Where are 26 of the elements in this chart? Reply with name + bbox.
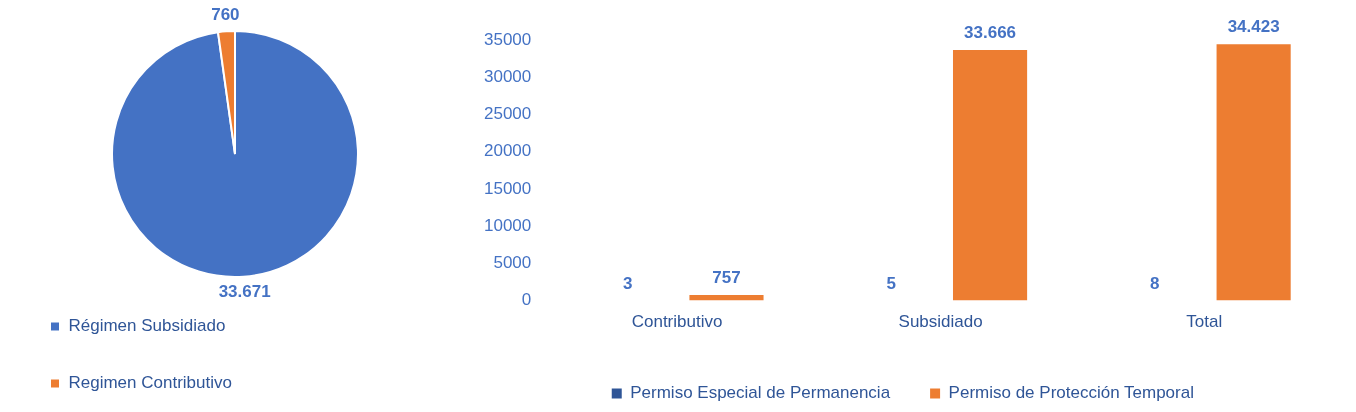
bar <box>1216 44 1291 301</box>
y-tick-label: 35000 <box>483 29 532 49</box>
data-label: 760 <box>211 5 240 25</box>
y-tick-label: 20000 <box>483 141 532 161</box>
y-tick-label: 10000 <box>483 215 532 235</box>
y-tick-label: 0 <box>521 290 532 310</box>
y-tick-label: 25000 <box>483 104 532 124</box>
data-label: 5 <box>886 273 896 293</box>
data-label: 757 <box>712 268 741 288</box>
x-tick-label: Contributivo <box>631 312 723 332</box>
data-label: 3 <box>622 273 633 293</box>
y-tick-label: 15000 <box>483 178 532 198</box>
legend-label: Permiso Especial de Permanencia <box>630 383 891 403</box>
legend-label: Régimen Subsidiado <box>68 316 226 336</box>
y-tick-label: 30000 <box>483 66 532 86</box>
data-label: 34.423 <box>1227 17 1280 37</box>
legend-label: Regimen Contributivo <box>68 373 232 393</box>
y-tick-label: 5000 <box>493 253 532 273</box>
bar <box>689 294 764 301</box>
data-label: 8 <box>1150 273 1160 293</box>
x-tick-label: Subsidiado <box>898 312 983 332</box>
bar <box>952 49 1028 301</box>
legend-label: Permiso de Protección Temporal <box>948 383 1194 403</box>
data-label: 33.671 <box>218 282 271 302</box>
x-tick-label: Total <box>1186 312 1223 332</box>
data-label: 33.666 <box>964 23 1017 43</box>
